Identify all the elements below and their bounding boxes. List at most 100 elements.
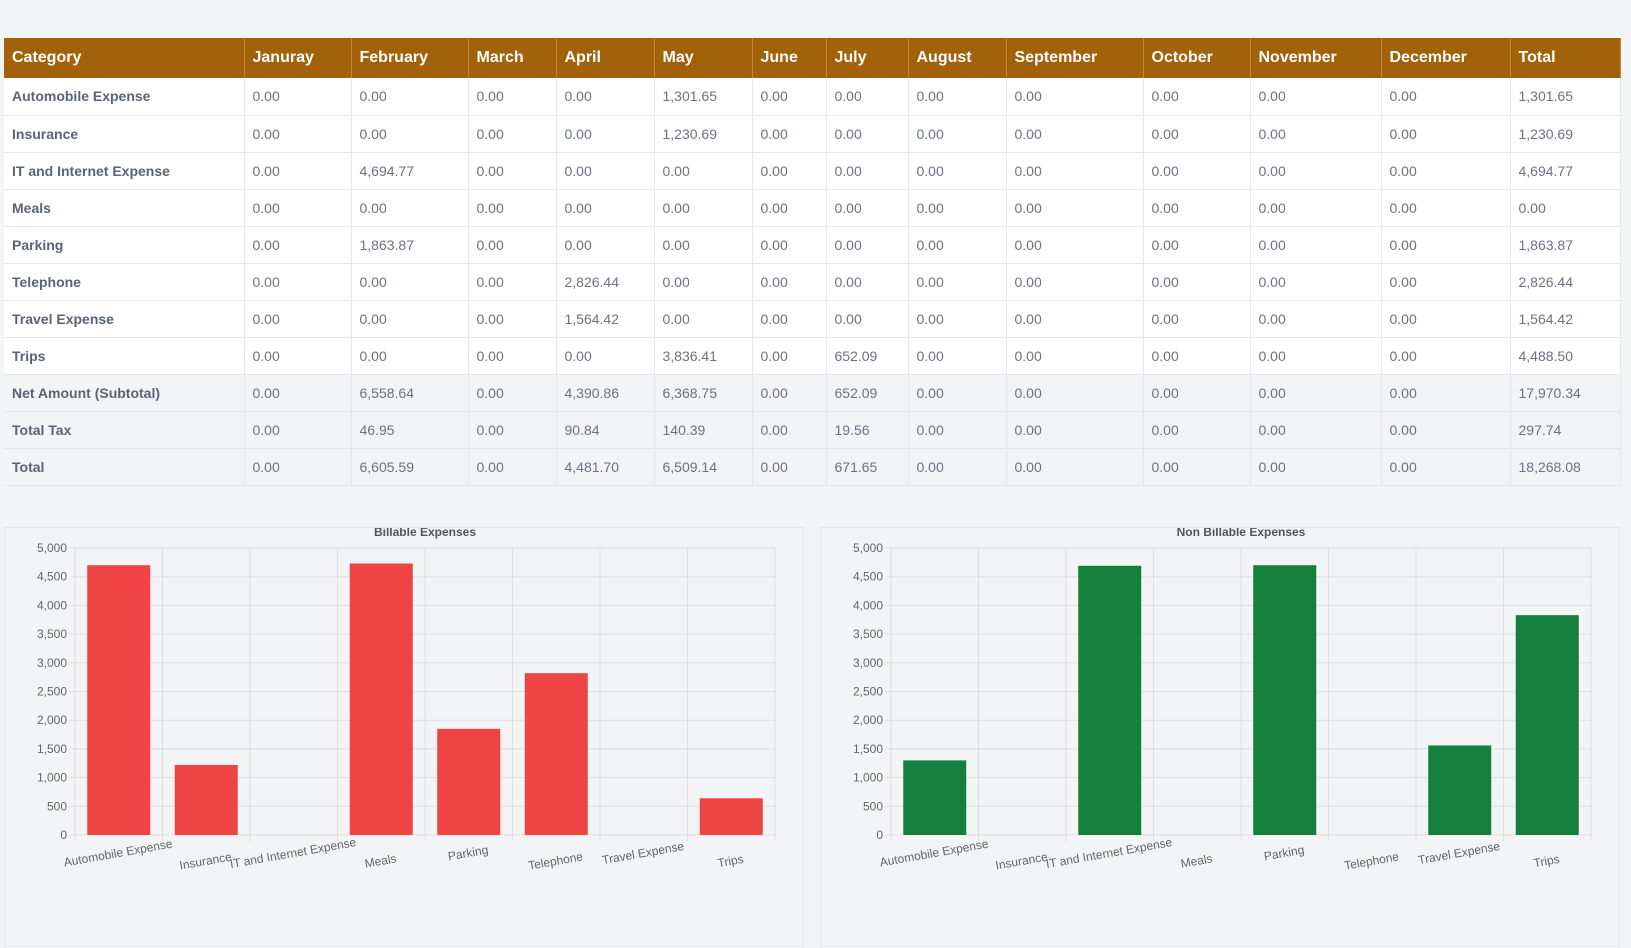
amount-cell: 1,863.87 xyxy=(1510,226,1621,264)
category-cell: Insurance xyxy=(4,115,245,153)
amount-cell: 0.00 xyxy=(244,226,352,264)
y-tick-label: 0 xyxy=(876,828,883,842)
amount-cell: 0.00 xyxy=(556,152,655,190)
amount-cell: 0.00 xyxy=(654,152,753,190)
y-tick-label: 2,500 xyxy=(853,685,883,699)
y-tick-label: 2,000 xyxy=(853,713,883,727)
amount-cell: 0.00 xyxy=(1250,226,1382,264)
column-header: October xyxy=(1143,38,1251,78)
table-row: Automobile Expense 0.00 0.00 0.00 0.00 1,301.… xyxy=(4,78,1621,116)
x-tick-label: Telephone xyxy=(527,849,584,872)
y-tick-label: 5,000 xyxy=(37,541,67,555)
bar xyxy=(1253,565,1317,835)
amount-cell: 0.00 xyxy=(908,337,1007,375)
amount-cell: 140.39 xyxy=(654,411,753,449)
bar xyxy=(87,565,151,835)
amount-cell: 0.00 xyxy=(1381,152,1511,190)
y-tick-label: 3,500 xyxy=(37,627,67,641)
summary-row: Total 0.00 6,605.59 0.00 4,481.70 6,509.14 0.0… xyxy=(4,448,1621,486)
amount-cell: 0.00 xyxy=(908,300,1007,338)
x-tick-label: IT and Internet Expense xyxy=(1045,835,1174,871)
amount-cell: 4,488.50 xyxy=(1510,337,1621,375)
amount-cell: 0.00 xyxy=(1143,411,1251,449)
amount-cell: 0.00 xyxy=(1143,263,1251,301)
amount-cell: 0.00 xyxy=(1381,115,1511,153)
table-row: Telephone 0.00 0.00 0.00 2,826.44 0.00 0.00 0.0… xyxy=(4,263,1621,301)
amount-cell: 652.09 xyxy=(826,374,909,412)
amount-cell: 0.00 xyxy=(244,448,352,486)
y-tick-label: 4,000 xyxy=(37,598,67,612)
amount-cell: 1,301.65 xyxy=(654,78,753,116)
amount-cell: 0.00 xyxy=(244,263,352,301)
non-billable-expenses-chart: Non Billable Expenses 0 500 1,000 1,500 2,000… xyxy=(853,528,1592,873)
amount-cell: 0.00 xyxy=(1006,78,1144,116)
table-row: Parking 0.00 1,863.87 0.00 0.00 0.00 0.00 0.00 0… xyxy=(4,226,1621,264)
amount-cell: 1,230.69 xyxy=(654,115,753,153)
column-header: July xyxy=(826,38,909,78)
amount-cell: 90.84 xyxy=(556,411,655,449)
amount-cell: 0.00 xyxy=(1250,115,1382,153)
amount-cell: 0.00 xyxy=(244,337,352,375)
amount-cell: 6,605.59 xyxy=(351,448,469,486)
amount-cell: 0.00 xyxy=(826,263,909,301)
column-header: September xyxy=(1006,38,1144,78)
category-cell: Trips xyxy=(4,337,245,375)
amount-cell: 0.00 xyxy=(752,411,827,449)
chart-title: Billable Expenses xyxy=(374,528,476,539)
y-tick-label: 5,000 xyxy=(853,541,883,555)
amount-cell: 0.00 xyxy=(1381,337,1511,375)
category-cell: Total xyxy=(4,448,245,486)
amount-cell: 0.00 xyxy=(654,189,753,227)
x-tick-label: Insurance xyxy=(178,850,233,873)
amount-cell: 4,694.77 xyxy=(1510,152,1621,190)
amount-cell: 0.00 xyxy=(908,448,1007,486)
billable-expenses-chart-panel: Billable Expenses 0 500 1,000 1,500 2,000 2,50… xyxy=(4,527,804,947)
column-header: December xyxy=(1381,38,1511,78)
amount-cell: 0.00 xyxy=(908,226,1007,264)
amount-cell: 0.00 xyxy=(468,337,557,375)
amount-cell: 0.00 xyxy=(556,115,655,153)
expense-summary-table-wrapper: Category Januray February March April May June… xyxy=(4,38,1621,486)
amount-cell: 0.00 xyxy=(1143,337,1251,375)
bar xyxy=(1428,745,1492,835)
y-tick-label: 1,500 xyxy=(37,742,67,756)
amount-cell: 0.00 xyxy=(1143,300,1251,338)
y-tick-label: 500 xyxy=(47,799,67,813)
amount-cell: 6,558.64 xyxy=(351,374,469,412)
amount-cell: 0.00 xyxy=(826,78,909,116)
amount-cell: 0.00 xyxy=(1381,448,1511,486)
amount-cell: 0.00 xyxy=(1006,115,1144,153)
amount-cell: 1,230.69 xyxy=(1510,115,1621,153)
x-tick-label: Trips xyxy=(1532,852,1560,870)
amount-cell: 0.00 xyxy=(468,78,557,116)
x-tick-label: IT and Internet Expense xyxy=(229,835,358,871)
x-tick-label: Telephone xyxy=(1343,849,1400,872)
amount-cell: 0.00 xyxy=(1250,152,1382,190)
amount-cell: 0.00 xyxy=(556,226,655,264)
amount-cell: 0.00 xyxy=(826,115,909,153)
amount-cell: 0.00 xyxy=(752,78,827,116)
amount-cell: 0.00 xyxy=(1250,189,1382,227)
amount-cell: 0.00 xyxy=(556,78,655,116)
non-billable-expenses-chart-panel: Non Billable Expenses 0 500 1,000 1,500 2,000… xyxy=(820,527,1620,947)
amount-cell: 0.00 xyxy=(244,374,352,412)
amount-cell: 4,481.70 xyxy=(556,448,655,486)
y-tick-label: 500 xyxy=(863,799,883,813)
amount-cell: 0.00 xyxy=(1006,189,1144,227)
amount-cell: 0.00 xyxy=(1143,226,1251,264)
amount-cell: 6,368.75 xyxy=(654,374,753,412)
amount-cell: 0.00 xyxy=(752,300,827,338)
amount-cell: 0.00 xyxy=(351,78,469,116)
amount-cell: 0.00 xyxy=(1250,300,1382,338)
amount-cell: 0.00 xyxy=(1143,152,1251,190)
amount-cell: 0.00 xyxy=(908,411,1007,449)
column-header: February xyxy=(351,38,469,78)
amount-cell: 0.00 xyxy=(351,115,469,153)
amount-cell: 1,564.42 xyxy=(1510,300,1621,338)
amount-cell: 0.00 xyxy=(468,115,557,153)
y-tick-label: 2,000 xyxy=(37,713,67,727)
amount-cell: 4,694.77 xyxy=(351,152,469,190)
amount-cell: 3,836.41 xyxy=(654,337,753,375)
amount-cell: 0.00 xyxy=(1006,374,1144,412)
amount-cell: 0.00 xyxy=(1143,448,1251,486)
